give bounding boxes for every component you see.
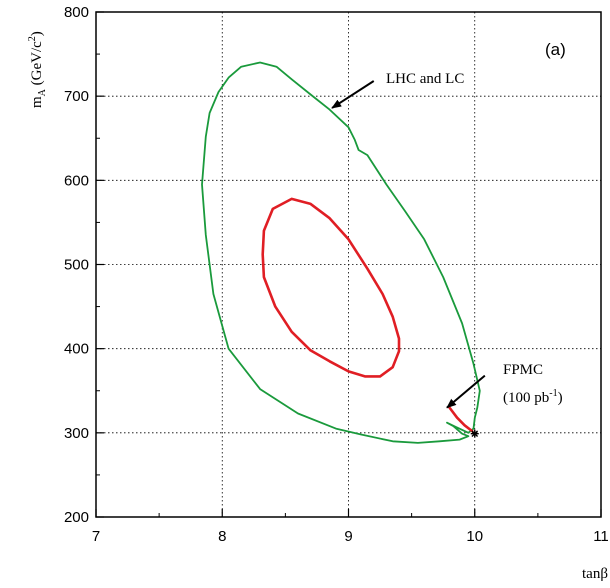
tick-layer: 7 8 9 10 11 200 300 400 500 600 700 800: [64, 4, 609, 545]
best-fit-marker: [470, 429, 479, 438]
y-axis-label-unit: (GeV/c: [29, 41, 45, 89]
series-line-0: [201, 61, 481, 444]
y-axis-label-sup: 2: [27, 36, 38, 41]
annotation-fpmc: FPMC: [503, 362, 543, 378]
y-tick-label: 400: [64, 341, 89, 358]
annotation-arrow-1: [446, 374, 486, 409]
annotation-layer: [331, 80, 486, 409]
panel-label: (a): [545, 40, 566, 59]
y-tick-label: 600: [64, 172, 89, 189]
annotation-arrow-0: [331, 80, 375, 109]
y-axis-label-close: ): [29, 31, 45, 36]
marker-layer: [470, 429, 479, 438]
series-line-1: [261, 197, 401, 378]
x-axis-label: tanβ: [582, 566, 608, 582]
x-tick-label: 8: [218, 528, 226, 545]
y-axis-label: mA (GeV/c2): [27, 31, 48, 108]
y-tick-label: 500: [64, 257, 89, 274]
y-axis-label-main: m: [29, 96, 45, 108]
annotation-fpmc-luminosity: (100 pb-1): [503, 388, 563, 406]
y-tick-label: 700: [64, 88, 89, 105]
x-tick-label: 11: [593, 528, 609, 545]
x-tick-label: 9: [344, 528, 352, 545]
annotation-fpmc-lumi-sup: -1: [549, 388, 557, 399]
y-axis-label-sub: A: [37, 88, 48, 96]
grid: [96, 12, 601, 517]
annotation-fpmc-lumi-pre: (100 pb: [503, 390, 549, 406]
series-layer: [201, 61, 481, 444]
annotation-fpmc-lumi-post: ): [558, 390, 563, 406]
x-tick-label: 7: [92, 528, 100, 545]
y-tick-label: 800: [64, 4, 89, 21]
y-tick-label: 300: [64, 425, 89, 442]
series-line-2: [448, 406, 474, 433]
annotation-lhc-lc: LHC and LC: [386, 71, 464, 87]
y-tick-label: 200: [64, 509, 89, 526]
x-tick-label: 10: [466, 528, 483, 545]
